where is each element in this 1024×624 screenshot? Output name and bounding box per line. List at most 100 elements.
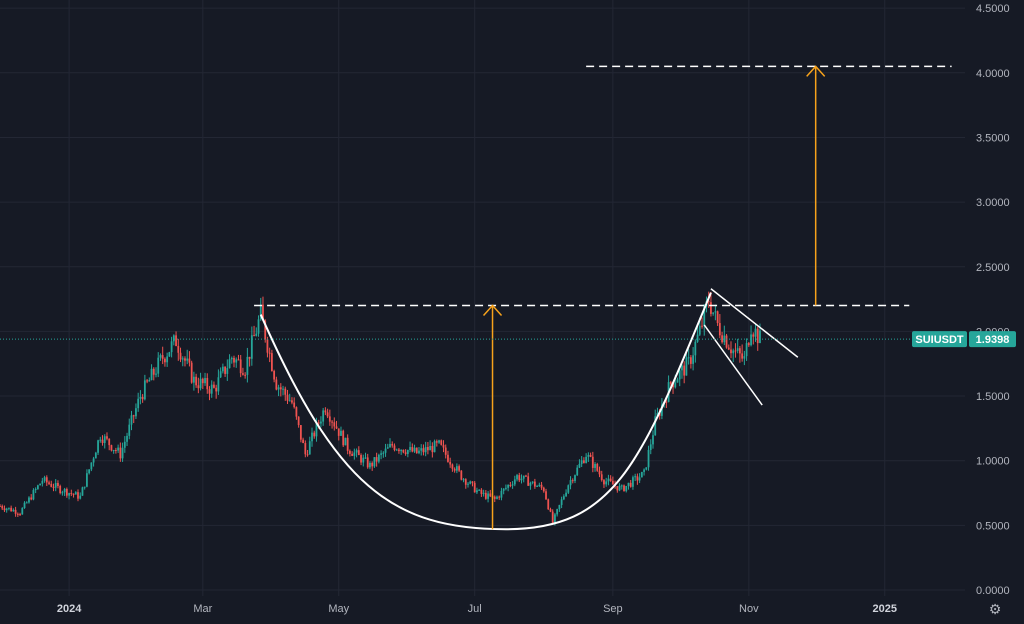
candle-body <box>328 416 331 422</box>
candle-body <box>473 482 476 493</box>
candle-body <box>59 485 62 493</box>
candle-body <box>600 474 603 481</box>
candle-body <box>110 445 113 451</box>
candle-body <box>676 379 679 383</box>
candle-body <box>1 506 4 509</box>
x-tick-label: Sep <box>603 603 623 615</box>
candle-body <box>471 481 474 483</box>
candle-body <box>45 477 48 483</box>
candle-body <box>141 396 144 400</box>
candle-body <box>253 335 255 337</box>
candle-body <box>380 453 382 455</box>
symbol-tag-text: SUIUSDT <box>915 334 964 346</box>
candle-body <box>522 475 525 479</box>
candle-body <box>578 463 581 468</box>
candle-body <box>77 492 79 499</box>
candle-body <box>74 492 77 495</box>
candle-body <box>152 368 155 375</box>
candle-body <box>462 479 465 481</box>
candle-body <box>571 480 574 482</box>
candle-body <box>170 341 173 353</box>
candle-body <box>186 358 189 361</box>
candle-body <box>342 430 345 446</box>
candle-body <box>398 449 400 452</box>
candle-body <box>589 454 592 457</box>
candle-body <box>61 492 64 494</box>
candle-body <box>545 491 547 500</box>
candle-body <box>48 482 50 484</box>
candle-body <box>228 359 231 369</box>
candle-body <box>360 455 362 463</box>
candle-body <box>357 450 360 456</box>
candle-body <box>467 483 469 485</box>
candle-body <box>542 487 545 492</box>
candle-body <box>355 450 358 453</box>
candle-body <box>317 422 320 424</box>
candle-body <box>716 311 719 324</box>
price-axis[interactable]: 4.50004.00003.50003.00002.50002.00001.50… <box>976 3 1010 597</box>
candle-body <box>68 493 70 496</box>
candle-body <box>576 467 579 476</box>
candle-body <box>12 509 15 512</box>
candle-body <box>114 449 117 451</box>
candle-body <box>286 394 289 401</box>
candle-body <box>562 496 565 500</box>
time-axis[interactable]: 2024 Mar May Jul Sep Nov 2025 <box>57 603 897 615</box>
y-tick-label: 0.5000 <box>976 520 1010 532</box>
candle-body <box>157 357 160 374</box>
y-tick-label: 4.5000 <box>976 3 1010 15</box>
candle-body <box>353 452 356 456</box>
candle-body <box>39 483 42 486</box>
candle-body <box>558 504 561 510</box>
candle-body <box>36 485 39 489</box>
candle-body <box>725 335 728 348</box>
gear-icon[interactable]: ⚙ <box>988 601 1002 617</box>
candle-body <box>226 368 229 374</box>
candle-body <box>322 410 325 422</box>
candle-body <box>135 408 137 417</box>
candle-body <box>594 463 596 468</box>
candle-body <box>306 454 309 456</box>
candle-body <box>527 476 530 486</box>
candle-body <box>130 415 133 425</box>
candle-body <box>569 480 572 486</box>
candle-body <box>565 492 567 497</box>
candle-body <box>607 478 610 482</box>
candle-body <box>458 466 460 471</box>
candle-body <box>389 443 391 448</box>
cup-curve <box>259 292 712 531</box>
candle-body <box>335 426 338 429</box>
candle-body <box>346 437 349 451</box>
candle-body <box>587 454 590 457</box>
candle-body <box>620 485 623 487</box>
candle-body <box>177 345 180 353</box>
candle-body <box>723 335 726 343</box>
candle-body <box>70 493 73 495</box>
candle-body <box>520 478 523 481</box>
candle-body <box>531 481 534 483</box>
candle-body <box>489 493 492 497</box>
target-arrow-head <box>806 65 826 77</box>
candle-body <box>192 376 195 383</box>
candle-body <box>215 387 218 392</box>
candle-body <box>707 301 710 303</box>
candle-body <box>197 385 200 389</box>
candle-body <box>687 357 690 359</box>
candle-body <box>547 499 550 510</box>
candle-body <box>108 438 111 446</box>
candle-body <box>661 404 663 416</box>
candle-body <box>299 425 302 440</box>
candle-body <box>440 440 443 445</box>
candle-body <box>669 382 672 384</box>
candle-body <box>313 432 316 437</box>
candle-body <box>487 493 489 499</box>
candle-body <box>549 509 552 512</box>
candle-body <box>643 469 645 472</box>
candle-body <box>418 450 420 454</box>
candle-body <box>266 339 269 353</box>
candle-body <box>411 447 414 452</box>
candle-body <box>103 436 106 444</box>
candle-body <box>692 355 695 364</box>
